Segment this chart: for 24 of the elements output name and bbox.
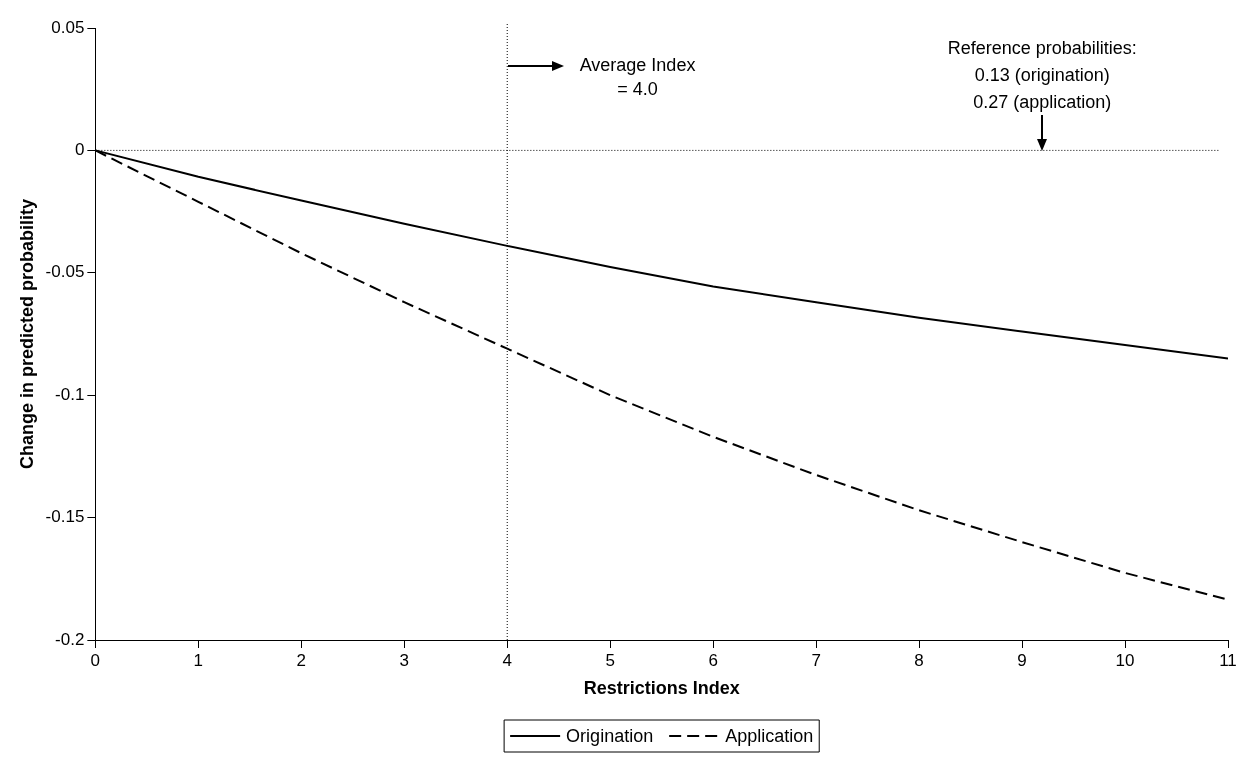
x-tick-label: 9 xyxy=(1017,650,1027,670)
y-tick-label: 0 xyxy=(74,140,85,160)
y-tick-label: -0.2 xyxy=(55,629,85,649)
legend-label: Application xyxy=(725,725,814,746)
y-tick-label: 0.05 xyxy=(51,17,85,37)
x-tick-label: 4 xyxy=(502,650,512,670)
annotation: Reference probabilities: 0.13 (origination) 0.27 (application) xyxy=(947,37,1137,112)
x-tick-label: 7 xyxy=(811,650,821,670)
x-tick-label: 2 xyxy=(296,650,307,670)
x-tick-label: 5 xyxy=(605,650,615,670)
x-tick-label: 10 xyxy=(1115,650,1135,670)
y-tick-label: -0.15 xyxy=(45,507,85,527)
x-tick-label: 8 xyxy=(914,650,924,670)
annotation: Average Index = 4.0 xyxy=(579,54,696,99)
x-tick-label: 1 xyxy=(193,650,204,670)
x-axis-title: Restrictions Index xyxy=(583,678,740,699)
y-tick-label: -0.1 xyxy=(55,384,85,404)
y-axis-title: Change in predicted probability xyxy=(16,198,37,470)
legend-label: Origination xyxy=(566,725,654,746)
x-tick-label: 11 xyxy=(1219,650,1237,670)
x-tick-label: 6 xyxy=(708,650,718,670)
x-tick-label: 0 xyxy=(90,650,101,670)
y-tick-label: -0.05 xyxy=(45,262,85,282)
x-tick-label: 3 xyxy=(399,650,409,670)
